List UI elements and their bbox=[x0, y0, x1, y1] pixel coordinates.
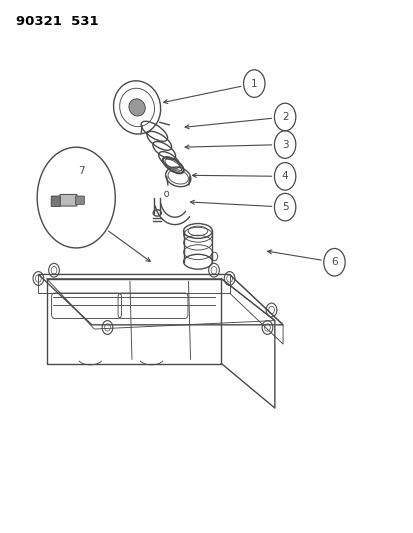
Text: 2: 2 bbox=[281, 112, 288, 122]
FancyBboxPatch shape bbox=[75, 196, 84, 205]
Text: 90321  531: 90321 531 bbox=[16, 14, 98, 28]
Text: 3: 3 bbox=[281, 140, 288, 150]
Text: 4: 4 bbox=[281, 172, 288, 181]
Ellipse shape bbox=[128, 99, 145, 116]
Text: 7: 7 bbox=[78, 166, 84, 176]
Text: 6: 6 bbox=[330, 257, 337, 267]
Text: 1: 1 bbox=[250, 78, 257, 88]
FancyBboxPatch shape bbox=[51, 196, 60, 207]
Text: 5: 5 bbox=[281, 202, 288, 212]
FancyBboxPatch shape bbox=[59, 195, 77, 206]
